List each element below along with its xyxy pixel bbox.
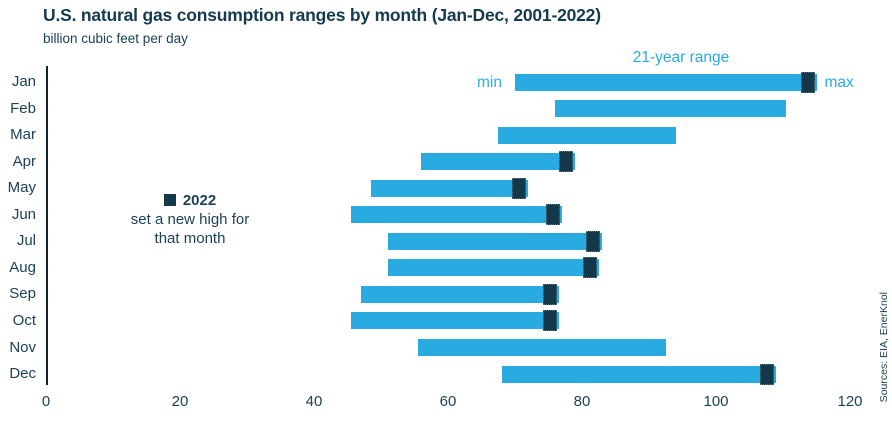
record-annotation: 2022 set a new high for that month (100, 191, 280, 248)
range-bar (555, 100, 787, 118)
x-axis-tick-label: 120 (837, 393, 863, 410)
range-bar (498, 126, 676, 144)
y-axis-label: Dec (9, 365, 36, 383)
annotation-line2: set a new high for (130, 211, 250, 228)
x-axis-tick-label: 20 (171, 393, 189, 410)
y-axis-label: Jul (16, 232, 36, 250)
range-bar (387, 232, 603, 250)
range-bar-row (46, 363, 851, 385)
record-2022-marker (760, 363, 775, 385)
annotation-line3: that month (154, 230, 226, 247)
range-bar (350, 206, 562, 224)
y-axis-label: Jun (11, 205, 36, 223)
source-attribution: Sources: EIA, EnerKnol (878, 291, 890, 402)
record-2022-legend-swatch (163, 194, 176, 206)
y-axis-label: Nov (9, 338, 36, 356)
annotation-year-line: 2022 (100, 191, 280, 210)
record-2022-marker (559, 151, 574, 173)
record-2022-marker (542, 283, 557, 305)
range-bar-row (46, 151, 851, 173)
x-axis-tick-label: 40 (305, 393, 323, 410)
range-bar-row (46, 100, 851, 118)
record-2022-marker (512, 177, 527, 199)
y-axis-label: Oct (12, 311, 36, 329)
x-axis-tick-label: 100 (703, 393, 729, 410)
range-bar (501, 365, 777, 383)
record-2022-marker (800, 71, 815, 93)
min-label: min (477, 73, 502, 91)
y-axis-label: Apr (12, 152, 36, 170)
x-axis-tick-label: 0 (41, 393, 51, 410)
range-bar-row (46, 310, 851, 332)
chart-title: U.S. natural gas consumption ranges by m… (43, 5, 601, 25)
y-axis-labels: Jan Feb Mar Apr May Jun Jul Aug Sep Oct Nov Dec (0, 70, 36, 386)
y-axis-label: Jan (11, 73, 36, 90)
range-bar (515, 73, 817, 91)
range-legend-label: 21-year range (632, 49, 730, 66)
y-axis-label: Feb (10, 99, 36, 117)
plot-area: min max (46, 66, 854, 386)
chart-units-label: billion cubic feet per day (43, 31, 188, 46)
record-2022-marker (586, 230, 601, 252)
range-bar (387, 259, 599, 277)
range-bar-row (46, 339, 851, 356)
range-bar-row (46, 71, 851, 93)
y-axis-label: Mar (10, 126, 36, 144)
y-axis-label: Aug (9, 258, 36, 276)
range-bar (421, 153, 576, 171)
annotation-year: 2022 (182, 192, 217, 209)
range-bar-row (46, 177, 851, 199)
max-label: max (824, 73, 854, 91)
record-2022-marker (545, 204, 560, 226)
x-axis-tick-label: 60 (439, 393, 457, 410)
range-bar (370, 179, 529, 197)
range-bar (360, 285, 559, 303)
y-axis-label: May (7, 179, 36, 197)
x-axis-tick-label: 80 (573, 393, 591, 410)
range-bar-row (46, 204, 851, 226)
range-bar-row (46, 283, 851, 305)
range-bar (350, 312, 559, 330)
y-axis-label: Sep (9, 285, 36, 303)
x-axis-tick-labels: 0 20 40 60 80 100 120 (0, 393, 892, 413)
record-2022-marker (582, 257, 597, 279)
range-bar-row (46, 257, 851, 279)
range-bar (417, 339, 666, 356)
range-bar-row (46, 230, 851, 252)
range-bar-row (46, 126, 851, 144)
y-axis-line (46, 66, 48, 385)
record-2022-marker (542, 310, 557, 332)
